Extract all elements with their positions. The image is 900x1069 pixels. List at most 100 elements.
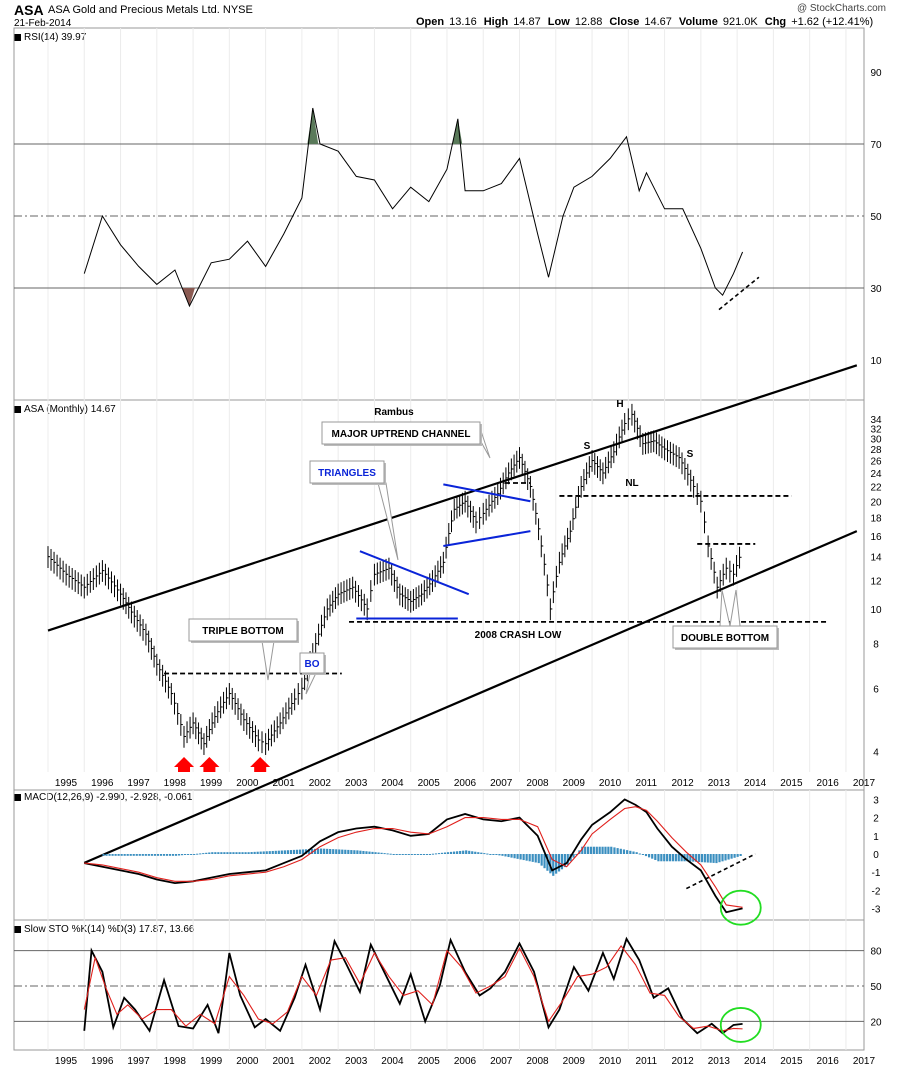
sto-x-tick-label: 2015 xyxy=(780,1056,803,1067)
macd-histogram-bar xyxy=(443,852,447,854)
price-y-tick-label: 24 xyxy=(870,469,882,480)
macd-trend-line xyxy=(685,853,756,890)
macd-histogram-bar xyxy=(271,850,274,854)
macd-histogram-bar xyxy=(501,854,504,856)
author-signature: Rambus xyxy=(374,407,414,418)
ticker-symbol: ASA xyxy=(14,2,44,18)
price-y-tick-label: 18 xyxy=(870,514,882,525)
macd-histogram-bar xyxy=(736,854,739,857)
macd-histogram-bar xyxy=(132,854,135,856)
macd-histogram-bar xyxy=(572,854,575,858)
macd-histogram-bar xyxy=(709,854,712,863)
macd-histogram-bar xyxy=(105,854,108,856)
panel-frame-2 xyxy=(13,789,865,921)
macd-histogram-bar xyxy=(289,850,292,854)
macd-histogram-bar xyxy=(398,854,401,855)
macd-histogram-bar xyxy=(456,851,459,854)
macd-histogram-bar xyxy=(431,853,435,855)
macd-histogram-bar xyxy=(196,853,199,855)
rsi-y-tick-label: 50 xyxy=(870,212,882,223)
macd-histogram-bar xyxy=(283,850,286,854)
macd-histogram-bar xyxy=(280,850,283,854)
macd-histogram-bar xyxy=(689,854,692,862)
macd-histogram-bar xyxy=(657,854,660,862)
price-panel-label-text: ASA (Monthly) 14.67 xyxy=(24,404,116,415)
macd-histogram-bar xyxy=(677,854,680,862)
macd-histogram-bar xyxy=(671,854,675,862)
sto-x-tick-label: 2003 xyxy=(345,1056,368,1067)
macd-histogram-bar xyxy=(383,853,386,855)
macd-histogram-bar xyxy=(193,854,196,855)
price-x-tick-label: 1997 xyxy=(127,778,150,789)
macd-histogram-bar xyxy=(111,854,114,856)
macd-histogram-bar xyxy=(298,849,302,854)
macd-histogram-bar xyxy=(205,852,208,854)
macd-histogram-bar xyxy=(422,854,425,855)
channel-trendline xyxy=(83,530,858,864)
macd-histogram-bar xyxy=(674,854,677,862)
price-y-tick-label: 12 xyxy=(870,577,882,588)
crash-low-label: 2008 CRASH LOW xyxy=(475,630,562,641)
macd-histogram-bar xyxy=(165,854,169,856)
price-y-tick-label: 14 xyxy=(870,553,882,564)
quote-item-label: Close xyxy=(609,16,640,28)
macd-y-tick-label: -3 xyxy=(872,905,881,916)
rsi-panel-label: RSI(14) 39.97 xyxy=(14,32,86,43)
price-x-tick-label: 1995 xyxy=(55,778,78,789)
macd-histogram-bar xyxy=(428,854,432,855)
head-label: H xyxy=(616,399,623,410)
quote-item: Close 14.67 xyxy=(609,16,672,28)
macd-histogram-bar xyxy=(540,854,543,866)
macd-histogram-bar xyxy=(592,846,595,854)
macd-histogram-bar xyxy=(446,852,450,854)
macd-histogram-bar xyxy=(214,852,217,854)
macd-histogram-bar xyxy=(274,850,277,854)
macd-histogram-bar xyxy=(180,854,184,856)
price-x-tick-label: 2003 xyxy=(345,778,368,789)
breakout-callout-box xyxy=(299,652,325,674)
sto-x-tick-label: 2016 xyxy=(817,1056,840,1067)
macd-histogram-bar xyxy=(700,854,704,863)
macd-histogram-bar xyxy=(519,854,522,860)
macd-histogram-bar xyxy=(660,854,663,862)
macd-histogram-bar xyxy=(654,854,657,860)
quote-item-value: 13.16 xyxy=(446,16,477,28)
macd-histogram-bar xyxy=(229,852,232,854)
macd-histogram-bar xyxy=(277,850,280,854)
price-y-tick-label: 20 xyxy=(870,497,882,508)
macd-histogram-bar xyxy=(462,850,465,854)
macd-y-tick-label: 0 xyxy=(873,850,879,861)
macd-histogram-bar xyxy=(117,854,120,856)
macd-histogram-bar xyxy=(724,854,727,861)
quote-item-value: 12.88 xyxy=(571,16,603,28)
macd-histogram-bar xyxy=(265,851,268,854)
macd-histogram-bar xyxy=(147,854,150,856)
quote-item: Open 13.16 xyxy=(416,16,477,28)
macd-y-tick-label: 3 xyxy=(873,795,879,806)
macd-histogram-bar xyxy=(159,854,163,856)
company-name: ASA Gold and Precious Metals Ltd. NYSE xyxy=(48,4,253,16)
macd-histogram-bar xyxy=(586,846,590,854)
price-y-tick-label: 10 xyxy=(870,605,882,616)
macd-histogram-bar xyxy=(102,854,105,856)
triangles-callout-box xyxy=(309,460,385,484)
macd-histogram-bar xyxy=(174,854,178,856)
rsi-support-line xyxy=(718,276,760,311)
price-x-tick-label: 2015 xyxy=(780,778,803,789)
macd-highlight-circle xyxy=(719,889,762,926)
sto-x-tick-label: 2007 xyxy=(490,1056,513,1067)
macd-histogram-bar xyxy=(680,854,683,862)
macd-histogram-bar xyxy=(202,853,205,855)
price-x-tick-label: 2009 xyxy=(563,778,586,789)
macd-histogram-bar xyxy=(123,854,126,856)
macd-histogram-bar xyxy=(329,848,332,854)
price-x-tick-label: 2010 xyxy=(599,778,622,789)
macd-histogram-bar xyxy=(486,853,489,855)
macd-histogram-bar xyxy=(332,849,335,854)
macd-histogram-bar xyxy=(644,854,648,857)
macd-histogram-bar xyxy=(295,849,299,854)
sto-panel-label-text: Slow STO %K(14) %D(3) 17.87, 13.66 xyxy=(24,924,195,935)
macd-histogram-bar xyxy=(504,854,507,857)
macd-histogram-bar xyxy=(718,854,721,863)
macd-histogram-bar xyxy=(695,854,698,862)
